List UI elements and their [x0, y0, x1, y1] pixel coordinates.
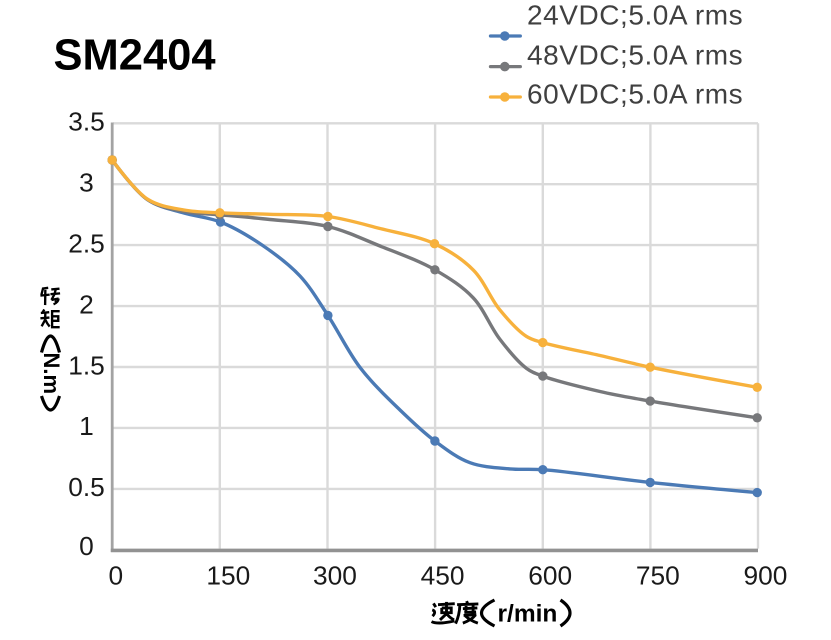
svg-text:0.5: 0.5: [68, 472, 105, 502]
svg-text:150: 150: [206, 561, 250, 591]
svg-text:300: 300: [313, 561, 357, 591]
svg-text:r/min: r/min: [498, 601, 558, 628]
svg-text:900: 900: [743, 561, 787, 591]
svg-text:0: 0: [108, 561, 123, 591]
svg-text:48VDC;5.0A rms: 48VDC;5.0A rms: [527, 39, 743, 70]
svg-text:3.5: 3.5: [68, 107, 105, 137]
svg-text:2: 2: [79, 289, 94, 319]
svg-text:60VDC;5.0A rms: 60VDC;5.0A rms: [527, 79, 743, 110]
svg-text:450: 450: [421, 561, 465, 591]
svg-text:600: 600: [528, 561, 572, 591]
svg-text:N.m: N.m: [39, 353, 64, 395]
svg-text:2.5: 2.5: [68, 228, 105, 258]
svg-text:0: 0: [79, 531, 94, 561]
svg-text:1.5: 1.5: [68, 350, 105, 380]
svg-text:3: 3: [79, 168, 94, 198]
svg-text:SM2404: SM2404: [54, 31, 216, 79]
svg-text:1: 1: [79, 411, 94, 441]
svg-text:750: 750: [636, 561, 680, 591]
svg-text:24VDC;5.0A rms: 24VDC;5.0A rms: [527, 0, 743, 30]
